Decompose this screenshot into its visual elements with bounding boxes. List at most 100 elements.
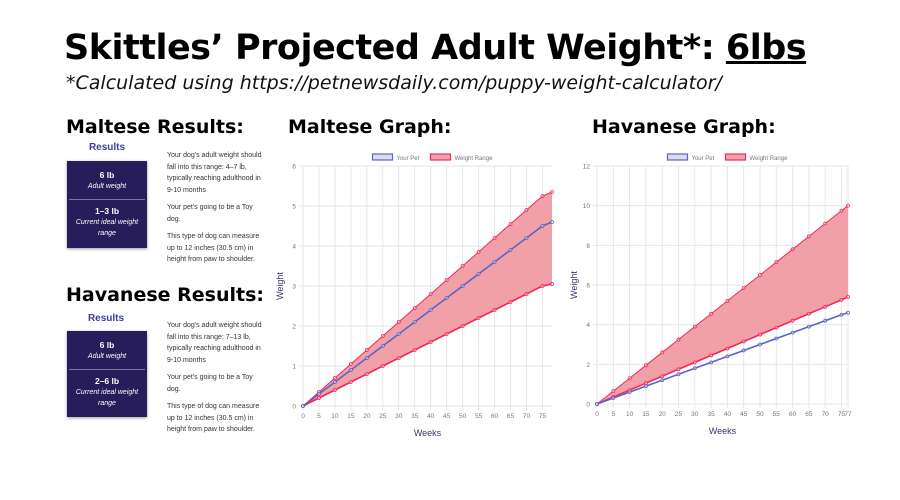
x-tick-label: 70 (523, 413, 531, 420)
y-axis-label: Weight (569, 271, 579, 299)
result-paragraph: Your pet's going to be a Toy dog. (167, 204, 253, 223)
x-tick-label: 10 (331, 413, 339, 420)
havanese-graph-heading: Havanese Graph: (592, 116, 776, 138)
weight-range-min-point (364, 372, 369, 376)
weight-range-max-point (774, 260, 779, 265)
weight-range-max-point (333, 376, 337, 380)
weight-range-min-point (540, 284, 545, 288)
legend-label-your-pet: Your Pet (692, 156, 715, 162)
x-tick-label: 50 (756, 411, 764, 418)
y-tick-label: 6 (586, 283, 590, 290)
your-pet-point (333, 380, 337, 384)
result-paragraph: This type of dog can measure up to 12 in… (167, 233, 260, 263)
havanese-results-heading: Havanese Results: (66, 284, 265, 306)
x-tick-label: 5 (611, 411, 615, 418)
y-tick-label: 3 (292, 284, 296, 291)
weight-range-min-point (676, 367, 681, 372)
y-tick-label: 2 (586, 362, 590, 369)
y-tick-label: 6 (292, 164, 296, 171)
your-pet-point (540, 224, 545, 228)
your-pet-point (301, 404, 305, 408)
weight-range-min-point (444, 332, 449, 336)
your-pet-point (660, 378, 665, 383)
your-pet-point (348, 368, 353, 372)
x-tick-label: 40 (427, 413, 435, 420)
x-tick-label: 60 (789, 411, 797, 418)
weight-range-min-point (774, 325, 779, 330)
weight-range-min-point (524, 292, 529, 296)
weight-range-max-point (790, 247, 795, 252)
x-tick-label: 40 (724, 411, 732, 418)
x-tick-label: 10 (626, 411, 634, 418)
your-pet-point (460, 284, 465, 288)
weight-range-max-point (508, 222, 513, 226)
x-tick-label: 75 (838, 411, 846, 418)
weight-range-min-point (846, 294, 850, 299)
weight-range-min-point (790, 318, 795, 323)
y-tick-label: 5 (292, 204, 296, 211)
current-range-value: 1–3 lb (94, 206, 120, 216)
x-tick-label: 77 (844, 411, 852, 418)
weight-range-min-point (428, 340, 433, 344)
y-tick-label: 1 (292, 364, 296, 371)
havanese-weight-chart: 0 2 4 6 8 10 12 0 5 10 15 20 25 30 35 40 45 50 55 60 65 70 75 7… (569, 153, 852, 436)
weight-range-max-point (550, 190, 554, 194)
your-pet-point (364, 356, 369, 360)
page-title: Skittles’ Projected Adult Weight*: 6lbs (64, 28, 807, 68)
weight-range-min-point (758, 332, 762, 337)
weight-range-min-point (660, 374, 665, 379)
weight-range-max-point (660, 350, 665, 355)
subtitle: *Calculated using https://petnewsdaily.c… (66, 72, 722, 94)
your-pet-point (790, 330, 795, 335)
your-pet-point (444, 296, 449, 300)
result-paragraph: Your pet's going to be a Toy dog. (167, 374, 253, 393)
x-tick-label: 25 (379, 413, 387, 420)
legend-label-weight-range: Weight Range (750, 156, 789, 162)
result-paragraph: This type of dog can measure up to 12 in… (167, 403, 260, 433)
y-tick-label: 4 (586, 322, 590, 329)
legend-label-weight-range: Weight Range (455, 156, 494, 162)
x-tick-label: 5 (317, 413, 321, 420)
y-tick-label: 0 (292, 404, 296, 411)
x-tick-label: 65 (507, 413, 515, 420)
y-tick-label: 12 (583, 164, 591, 171)
x-tick-label: 20 (363, 413, 371, 420)
your-pet-point (627, 390, 632, 395)
x-tick-label: 15 (347, 413, 355, 420)
havanese-results-text: Your dog's adult weight should fall into… (167, 320, 267, 442)
your-pet-point (611, 396, 616, 400)
your-pet-point (692, 366, 697, 371)
weight-range-max-point (627, 376, 632, 381)
x-tick-label: 30 (691, 411, 699, 418)
weight-range-min-point (492, 308, 497, 312)
x-tick-label: 45 (443, 413, 451, 420)
x-tick-label: 65 (805, 411, 813, 418)
legend-swatch-your-pet (371, 153, 394, 161)
adult-weight-value: 6 lb (99, 340, 115, 350)
your-pet-point (412, 320, 417, 324)
weight-range-max-point (725, 298, 730, 303)
your-pet-point (758, 342, 762, 347)
legend-label-your-pet: Your Pet (397, 156, 420, 162)
weight-range-min-point (317, 396, 321, 400)
weight-range-max-point (611, 389, 616, 394)
x-tick-label: 15 (642, 411, 650, 418)
weight-range-max-point (428, 292, 433, 296)
your-pet-point (823, 318, 828, 323)
y-tick-label: 4 (292, 244, 296, 251)
weight-range-min-point (550, 282, 554, 286)
your-pet-point (380, 344, 385, 348)
weight-range-min-point (839, 297, 844, 302)
weight-range-min-point (823, 304, 828, 309)
weight-range-min-point (692, 360, 697, 365)
weight-range-min-point (725, 346, 730, 351)
legend-swatch-weight-range (724, 153, 747, 161)
weight-range-max-point (823, 221, 828, 226)
weight-range-max-point (692, 324, 697, 329)
weight-range-max-point (709, 311, 713, 316)
your-pet-point (492, 260, 497, 264)
result-paragraph: Your dog's adult weight should fall into… (167, 322, 262, 364)
weight-range-min-point (508, 300, 513, 304)
